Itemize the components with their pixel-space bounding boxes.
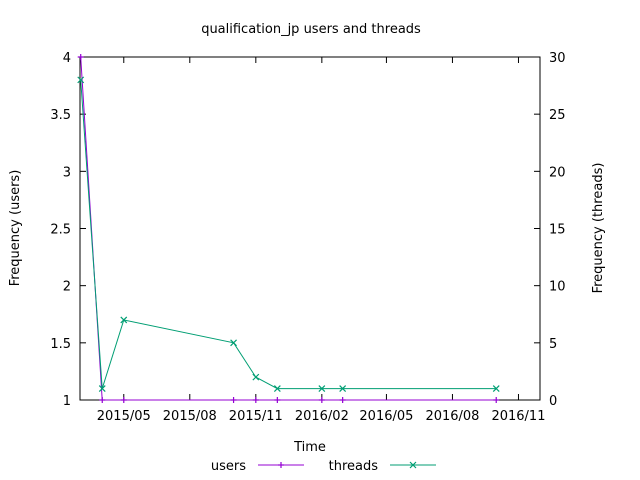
- x-tick-label: 2016/02: [295, 409, 349, 424]
- y-tick-label: 4: [63, 51, 71, 66]
- y-tick-label: 1.5: [50, 337, 71, 352]
- y2-tick-label: 15: [549, 223, 566, 238]
- series-point-threads: [492, 385, 500, 392]
- y2-tick-label: 20: [549, 165, 566, 180]
- x-tick-label: 2016/05: [359, 409, 413, 424]
- x-tick-label: 2015/11: [229, 409, 283, 424]
- y-axis-label: Frequency (users): [8, 170, 23, 287]
- x-tick-label: 2015/05: [97, 409, 151, 424]
- x-tick-label: 2016/08: [425, 409, 479, 424]
- series-point-threads: [120, 316, 128, 324]
- plot-frame: [79, 56, 541, 401]
- series-point-users: [318, 397, 325, 403]
- y2-tick-label: 10: [549, 280, 566, 295]
- y2-tick-label: 0: [549, 394, 557, 409]
- x-tick-label: 2016/11: [491, 409, 545, 424]
- y2-axis-label: Frequency (threads): [591, 163, 606, 294]
- series-point-threads: [98, 385, 106, 392]
- legend-marker-threads: [409, 461, 417, 469]
- axes-layer: 1 1.5 2 2.5 3 3.5 4 0 5 10 15 20 25 30 2015/05 2015/08 2…: [50, 51, 565, 424]
- chart-title: qualification_jp users and threads: [201, 22, 421, 37]
- y-tick-label: 1: [63, 394, 71, 409]
- series-point-threads: [339, 385, 347, 392]
- y2-tick-label: 30: [549, 51, 566, 66]
- series-point-users: [120, 397, 127, 403]
- x-axis-label: Time: [293, 440, 326, 455]
- x-tick-label: 2015/08: [163, 409, 217, 424]
- series-point-threads: [77, 76, 85, 84]
- series-point-threads: [318, 385, 326, 392]
- series-point-users: [339, 397, 346, 403]
- series-point-users: [99, 397, 106, 403]
- series-point-threads: [273, 385, 281, 392]
- series-point-users: [252, 397, 259, 403]
- y-tick-label: 3: [63, 165, 71, 180]
- series-point-threads: [252, 373, 260, 381]
- series-line-users: [80, 56, 497, 401]
- legend-label-users: users: [211, 459, 246, 474]
- y-tick-label: 3.5: [50, 108, 71, 123]
- series-line-threads: [80, 79, 497, 390]
- legend-marker-users: [278, 462, 284, 468]
- series-point-users: [230, 397, 237, 403]
- series-layer: [77, 54, 500, 403]
- series-point-users: [493, 397, 500, 403]
- series-point-threads: [230, 339, 237, 347]
- y2-tick-label: 25: [549, 108, 566, 123]
- legend-label-threads: threads: [329, 459, 379, 474]
- y2-tick-label: 5: [549, 337, 557, 352]
- legend: users threads: [211, 459, 436, 474]
- y-tick-label: 2: [63, 280, 71, 295]
- y-tick-label: 2.5: [50, 223, 71, 238]
- series-point-users: [274, 397, 281, 403]
- series-point-users: [77, 54, 84, 60]
